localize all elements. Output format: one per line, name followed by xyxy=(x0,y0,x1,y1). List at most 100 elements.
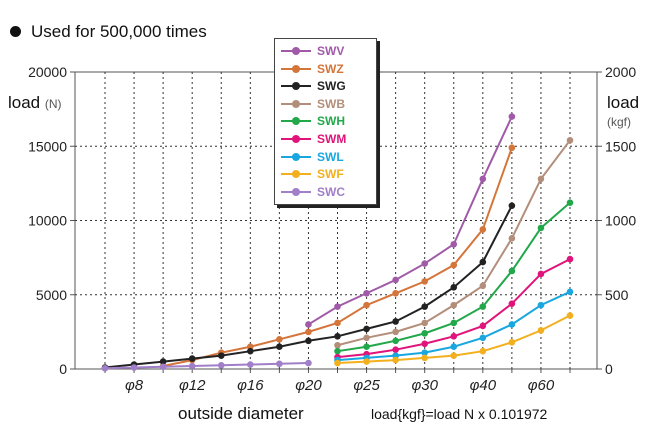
y-left-tick-label: 0 xyxy=(59,361,67,377)
x-tick-label: φ12 xyxy=(179,377,206,394)
y-axis-left-title: load (N) xyxy=(8,93,62,113)
legend-swatch-marker xyxy=(292,64,300,73)
data-point-swf xyxy=(450,352,458,359)
y-left-tick-label: 20000 xyxy=(28,64,67,80)
y-left-label: load xyxy=(8,93,41,112)
data-point-swb xyxy=(363,334,370,342)
y-right-tick-label: 1500 xyxy=(605,138,636,154)
data-point-swc xyxy=(159,363,167,371)
legend-swatch-marker xyxy=(292,135,300,143)
legend-label: SWC xyxy=(317,184,345,199)
legend-label: SWV xyxy=(317,44,345,58)
x-tick-label: φ30 xyxy=(411,377,438,394)
data-point-swh xyxy=(363,343,370,351)
data-point-swm xyxy=(392,346,399,353)
x-tick-label: φ25 xyxy=(353,377,380,394)
data-point-swf xyxy=(537,327,545,334)
data-point-swg xyxy=(217,352,225,359)
data-point-swz xyxy=(305,328,312,336)
legend-item-swz: SWZ xyxy=(281,61,373,78)
data-point-swb xyxy=(566,137,574,144)
data-point-swl xyxy=(479,334,487,342)
data-point-swv xyxy=(450,240,458,248)
data-point-swf xyxy=(392,356,399,364)
data-point-swm xyxy=(421,340,428,348)
data-point-swc xyxy=(305,359,312,367)
legend-swatch-marker xyxy=(292,99,300,108)
data-point-swz xyxy=(508,144,516,152)
y-left-unit: (N) xyxy=(44,97,62,111)
y-right-tick-label: 0 xyxy=(605,361,613,377)
data-point-swh xyxy=(421,330,428,337)
data-point-swv xyxy=(334,303,341,310)
data-point-swz xyxy=(450,261,458,269)
data-point-swc xyxy=(101,364,109,372)
data-point-swc xyxy=(217,361,225,369)
legend-swatch-marker xyxy=(292,47,300,55)
data-point-swc xyxy=(276,360,283,368)
legend-swatch-marker xyxy=(292,152,300,161)
data-point-swg xyxy=(363,325,370,333)
x-tick-label: φ8 xyxy=(125,377,144,394)
legend-swatch-marker xyxy=(292,117,300,126)
data-point-swb xyxy=(392,328,399,336)
data-point-swh xyxy=(334,347,341,355)
legend-label: SWB xyxy=(317,96,345,111)
data-point-swg xyxy=(247,347,254,355)
data-point-swm xyxy=(508,300,516,307)
data-point-swf xyxy=(363,358,370,365)
data-point-swf xyxy=(479,347,487,355)
data-point-swz xyxy=(479,226,487,233)
y-right-tick-label: 1000 xyxy=(605,213,636,229)
x-tick-label: φ16 xyxy=(237,377,264,394)
data-point-swg xyxy=(450,284,458,291)
series-line-swc xyxy=(104,362,309,370)
data-point-swg xyxy=(159,358,167,365)
legend-label: SWG xyxy=(317,79,346,94)
legend-label: SWZ xyxy=(317,61,344,76)
data-point-swf xyxy=(508,338,516,346)
legend-item-swc: SWC xyxy=(281,184,373,201)
data-point-swv xyxy=(479,175,487,183)
data-point-swf xyxy=(566,312,574,319)
legend-swatch-marker xyxy=(292,187,300,196)
bullet-icon xyxy=(10,26,21,38)
data-point-swv xyxy=(363,289,370,297)
data-point-swf xyxy=(334,359,341,367)
x-tick-label: φ60 xyxy=(528,377,555,394)
y-right-tick-label: 500 xyxy=(605,287,629,303)
legend-item-swg: SWG xyxy=(281,78,373,95)
data-point-swl xyxy=(508,321,516,328)
legend-swatch-marker xyxy=(292,82,300,91)
series-line-swv xyxy=(307,116,513,326)
legend-item-swm: SWM xyxy=(281,131,373,148)
legend-label: SWF xyxy=(317,167,344,182)
data-point-swv xyxy=(421,260,428,267)
data-point-swv xyxy=(392,276,399,284)
data-point-swh xyxy=(508,267,516,275)
data-point-swg xyxy=(276,343,283,351)
data-point-swb xyxy=(508,235,516,242)
data-point-swl xyxy=(566,288,574,296)
data-point-swg xyxy=(508,202,516,209)
data-point-swv xyxy=(305,321,312,328)
data-point-swm xyxy=(479,322,487,330)
conversion-formula: load{kgf}=load N x 0.101972 xyxy=(371,406,548,422)
legend-label: SWL xyxy=(317,149,344,164)
data-point-swb xyxy=(334,341,341,349)
legend-swatch-marker xyxy=(292,170,300,179)
data-point-swh xyxy=(479,303,487,310)
legend-item-swl: SWL xyxy=(281,149,373,166)
data-point-swz xyxy=(334,319,341,327)
usage-note: Used for 500,000 times xyxy=(10,22,207,42)
data-point-swh xyxy=(392,337,399,345)
legend-label: SWH xyxy=(317,114,345,129)
data-point-swz xyxy=(392,289,399,297)
data-point-swh xyxy=(450,319,458,327)
data-point-swh xyxy=(566,199,574,206)
y-right-label: load xyxy=(607,93,640,112)
y-left-tick-label: 5000 xyxy=(36,287,67,303)
legend-item-swf: SWF xyxy=(281,166,373,183)
data-point-swg xyxy=(421,303,428,310)
